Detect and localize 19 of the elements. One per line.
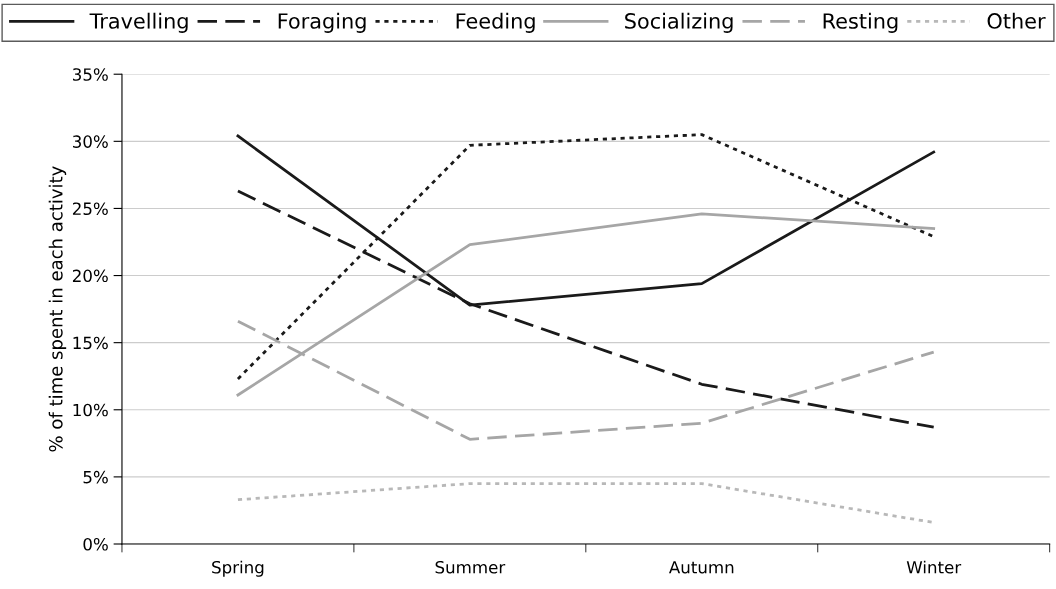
y-tick-label: 35%: [73, 68, 108, 81]
legend-label: Other: [987, 12, 1046, 29]
legend-label: Feeding: [456, 12, 535, 33]
legend-label: Resting: [823, 12, 898, 33]
x-tick-label: Winter: [906, 560, 962, 574]
y-tick-label: 10%: [73, 403, 108, 417]
y-tick-label: 25%: [72, 202, 108, 216]
y-tick-label: 15%: [73, 336, 108, 350]
x-tick-label: Summer: [435, 560, 506, 574]
y-tick-label: 0%: [83, 537, 108, 551]
legend-label: Foraging: [278, 12, 366, 33]
x-tick-label: Autumn: [668, 561, 734, 574]
y-tick-label: 20%: [72, 269, 108, 283]
y-axis-title: % of time spent in each activity: [48, 166, 67, 452]
x-tick-label: Spring: [212, 560, 264, 577]
legend-label: Socializing: [625, 12, 733, 33]
y-tick-label: 30%: [73, 135, 108, 148]
y-tick-label: 5%: [83, 470, 108, 484]
legend-label: Travelling: [89, 12, 188, 33]
